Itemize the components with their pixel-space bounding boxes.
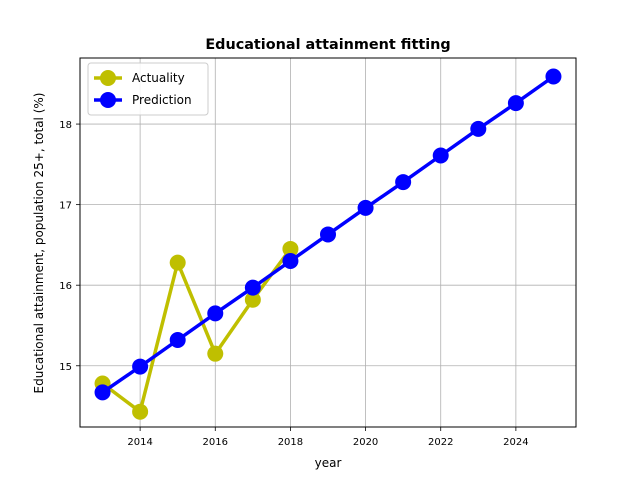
series-line-actuality (101, 247, 292, 414)
data-point-prediction (282, 253, 299, 270)
data-point-prediction (94, 384, 111, 401)
grid-lines (80, 58, 576, 427)
y-axis-label: Educational attainment, population 25+, … (32, 93, 46, 394)
series-layer (94, 68, 562, 420)
x-tick-label: 2024 (503, 437, 528, 448)
data-point-prediction (244, 279, 261, 296)
x-tick-label: 2014 (127, 437, 152, 448)
x-tick-label: 2016 (203, 437, 228, 448)
legend-box (87, 62, 209, 116)
data-point-prediction (545, 68, 562, 85)
data-point-prediction (169, 331, 186, 348)
legend: Actuality Prediction (87, 62, 209, 116)
data-point-prediction (507, 95, 524, 112)
data-point-prediction (470, 120, 487, 137)
legend-swatch-marker (100, 70, 116, 86)
data-point-actuality (282, 240, 299, 257)
legend-swatch-marker (100, 92, 116, 108)
axis-ticks: 2014 2016 2018 2020 2022 2024 15 16 17 18 (59, 120, 528, 448)
data-point-actuality (169, 254, 186, 271)
data-point-prediction (395, 174, 412, 191)
chart-title: Educational attainment fitting (205, 37, 450, 53)
series-prediction (94, 68, 562, 401)
x-tick-label: 2018 (278, 437, 303, 448)
data-point-prediction (207, 305, 224, 322)
data-point-actuality (207, 345, 224, 362)
y-tick-label: 16 (59, 281, 72, 292)
series-actuality (94, 240, 299, 420)
x-tick-label: 2022 (428, 437, 453, 448)
plot-frame (79, 57, 577, 428)
data-point-prediction (357, 199, 374, 216)
y-tick-label: 17 (59, 201, 72, 212)
legend-item-actuality: Actuality (94, 70, 185, 86)
legend-item-prediction: Prediction (94, 92, 192, 108)
data-point-prediction (320, 226, 336, 243)
y-tick-label: 18 (59, 120, 72, 131)
legend-label: Actuality (132, 71, 185, 85)
y-tick-label: 15 (59, 362, 72, 373)
data-point-prediction (432, 147, 449, 164)
data-point-prediction (132, 358, 149, 375)
legend-label: Prediction (132, 93, 192, 107)
x-axis-label: year (315, 456, 342, 470)
data-point-actuality (244, 291, 261, 308)
data-point-actuality (132, 403, 149, 420)
x-tick-label: 2020 (353, 437, 378, 448)
